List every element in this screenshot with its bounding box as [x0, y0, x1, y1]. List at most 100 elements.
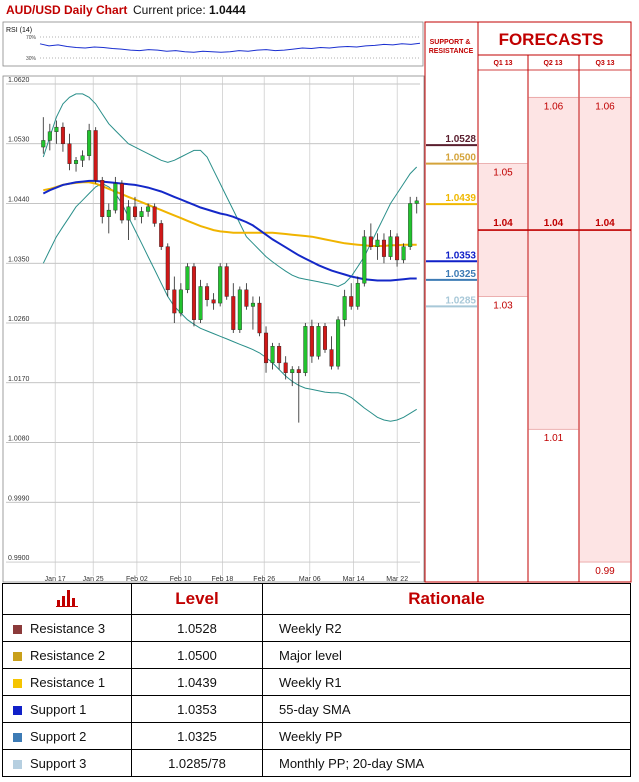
level-rationale: Weekly PP: [262, 722, 631, 750]
sr-header: SUPPORT & RESISTANCE: [429, 39, 474, 55]
candle-body: [198, 286, 203, 320]
table-icon-cell: [2, 583, 132, 615]
price-plot-area: [2, 75, 425, 583]
x-ticks: Jan 17 Jan 25 Feb 02 Feb 10 Feb 18 Feb 26 Mar …: [45, 576, 409, 583]
level-row: Support 2 1.0325 Weekly PP: [2, 722, 631, 750]
forecast-value: 1.06: [595, 101, 615, 112]
x-tick-label: Jan 17: [45, 576, 66, 583]
rsi-tick-70: 70%: [26, 35, 37, 41]
candle-body: [381, 239, 386, 257]
level-label: 1.0285: [445, 295, 476, 306]
candle-body: [309, 326, 314, 357]
sr-header-line1: SUPPORT &: [430, 39, 471, 46]
candle-body: [41, 140, 46, 148]
level-name-cell: Support 3: [2, 749, 132, 777]
candle-body: [126, 206, 131, 221]
candle-body: [408, 203, 413, 247]
x-tick-label: Jan 25: [83, 576, 104, 583]
y-tick-label: 1.0530: [8, 137, 30, 144]
level-name: Support 3: [30, 755, 87, 771]
candle-body: [80, 155, 85, 161]
levels-table: Level Rationale Resistance 3 1.0528 Weekly…: [2, 583, 631, 777]
grid-layer: [6, 76, 420, 576]
level-name-cell: Resistance 1: [2, 668, 132, 696]
candle-body: [172, 289, 177, 314]
level-swatch: [13, 678, 22, 688]
level-name: Resistance 2: [30, 647, 106, 663]
forecast-value: 1.04: [493, 218, 513, 229]
candle-body: [329, 349, 334, 367]
bar-chart-icon: [56, 589, 78, 607]
level-value: 1.0528: [131, 614, 263, 642]
current-price-label: Current price:: [133, 3, 206, 17]
rsi-label: RSI (14): [6, 27, 32, 34]
quarter-q2: Q2 13: [543, 60, 562, 67]
level-rationale: Weekly R2: [262, 614, 631, 642]
candle-body: [100, 180, 105, 217]
level-name-cell: Support 1: [2, 695, 132, 723]
level-name: Resistance 1: [30, 674, 106, 690]
level-label: 1.0325: [445, 269, 476, 280]
level-swatch: [13, 705, 22, 715]
y-tick-label: 0.9900: [8, 555, 30, 562]
candle-body: [375, 239, 380, 247]
level-label: 1.0353: [445, 250, 476, 261]
candle-body: [152, 206, 157, 224]
level-name-cell: Resistance 3: [2, 614, 132, 642]
candle-body: [74, 160, 79, 164]
candle-body: [113, 183, 118, 211]
candle-body: [106, 209, 111, 217]
forecast-value: 0.99: [595, 566, 615, 577]
candle-body: [205, 286, 210, 300]
candle-body: [368, 236, 373, 247]
candle-body: [303, 326, 308, 374]
bollinger-bands: [42, 93, 418, 422]
rsi-line: [39, 42, 421, 53]
candle-body: [414, 200, 419, 204]
level-label: 1.0500: [445, 153, 476, 164]
y-tick-label: 1.0170: [8, 376, 30, 383]
chart-title: AUD/USD Daily Chart: [6, 3, 127, 17]
x-tick-label: Mar 14: [343, 576, 365, 583]
y-tick-label: 1.0260: [8, 316, 30, 323]
candle-body: [211, 299, 216, 304]
x-tick-label: Feb 26: [253, 576, 275, 583]
support-resistance-column: SUPPORT & RESISTANCE 1.0528 1.0500 1.0439 1…: [424, 21, 479, 583]
candle-body: [296, 369, 301, 374]
level-name: Support 2: [30, 728, 87, 744]
candle-body: [218, 266, 223, 304]
forecast-cells: 1.05 1.04 1.03 1.06 1.04 1.01 1.06 1.04 0.99: [478, 96, 631, 577]
bollinger-upper-line: [42, 93, 418, 288]
level-swatch: [13, 732, 22, 742]
forecast-value: 1.06: [544, 101, 564, 112]
levels-table-body: Resistance 3 1.0528 Weekly R2 Resistance 2 1…: [2, 614, 631, 777]
candle-body: [283, 362, 288, 374]
candle-body: [231, 296, 236, 330]
sr-header-line2: RESISTANCE: [429, 48, 474, 55]
candle-body: [388, 236, 393, 257]
y-tick-label: 1.0080: [8, 436, 30, 443]
levels-table-header: Level Rationale: [2, 583, 631, 615]
x-tick-label: Mar 22: [386, 576, 408, 583]
x-tick-label: Feb 10: [170, 576, 192, 583]
candle-body: [132, 206, 138, 217]
y-tick-label: 0.9990: [8, 495, 30, 502]
level-label: 1.0528: [445, 134, 476, 145]
sma-20-line: [43, 181, 417, 247]
level-value: 1.0353: [131, 695, 263, 723]
level-row: Resistance 2 1.0500 Major level: [2, 641, 631, 669]
candle-body: [224, 266, 229, 297]
bollinger-lower-line: [42, 183, 417, 422]
candle-body: [270, 346, 275, 364]
level-label: 1.0439: [445, 193, 476, 204]
level-swatch: [13, 651, 22, 661]
level-name: Resistance 3: [30, 620, 106, 636]
candle-body: [264, 332, 269, 364]
candle-body: [277, 346, 282, 364]
x-tick-label: Feb 02: [126, 576, 148, 583]
price-chart: 1.0620 1.0530 1.0440 1.0350 1.0260 1.0170 1.00…: [2, 75, 425, 583]
moving-averages: [42, 179, 417, 282]
x-tick-label: Feb 18: [212, 576, 234, 583]
candle-body: [119, 183, 124, 221]
candle-body: [185, 266, 190, 291]
